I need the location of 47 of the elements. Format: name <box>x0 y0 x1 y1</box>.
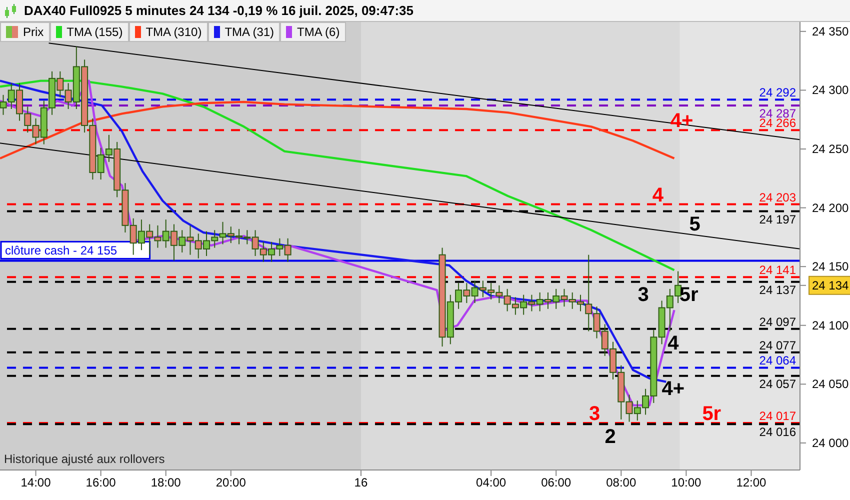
legend-label: Prix <box>23 25 44 39</box>
annotation: 5r <box>702 402 722 425</box>
legend-label: TMA (31) <box>224 25 274 39</box>
legend-label: TMA (6) <box>297 25 340 39</box>
annotation: 5r <box>679 284 699 306</box>
legend-label: TMA (310) <box>146 25 202 39</box>
y-tick-label: 24 250 <box>812 142 850 156</box>
x-tick-label: 20:00 <box>216 476 246 490</box>
x-tick-label: 06:00 <box>541 476 572 490</box>
x-tick-label: 08:00 <box>606 476 636 490</box>
chart-title: DAX40 Full0925 5 minutes 24 134 -0,19 % 16 juil. 2025, 09:47:35 <box>24 3 414 18</box>
annotation: 3 <box>638 284 649 306</box>
y-tick-label: 24 050 <box>812 377 850 392</box>
annotation: 3 <box>589 402 600 425</box>
x-tick-label: 18:00 <box>150 476 182 490</box>
annotation: 4 <box>652 184 664 206</box>
y-tick-label: 24 000 <box>812 436 850 450</box>
annotation: 4 <box>668 332 680 354</box>
x-tick-label: 14:00 <box>20 476 52 490</box>
y-tick-label: 24 150 <box>812 260 850 274</box>
x-tick-label: 16:00 <box>86 476 116 490</box>
annotation: 2 <box>604 426 616 448</box>
x-tick-label: 04:00 <box>476 476 506 490</box>
ref-line-label: 24 141 <box>759 263 796 278</box>
ref-line-label: 24 064 <box>759 354 796 368</box>
annotation: Historique ajusté aux rollovers <box>4 452 165 466</box>
y-tick-label: 24 200 <box>812 200 850 215</box>
legend-label: TMA (155) <box>66 25 123 39</box>
annotation: 4+ <box>662 378 685 400</box>
annotation: 5 <box>689 213 700 236</box>
ref-line-label: 24 077 <box>759 338 796 352</box>
ref-line-label: 24 057 <box>759 376 796 391</box>
ref-line-label: 24 197 <box>759 212 796 226</box>
ref-line-label: 24 017 <box>759 408 796 423</box>
ref-line-label: clôture cash - 24 155 <box>5 244 118 258</box>
ref-line-label: 24 016 <box>759 425 796 440</box>
y-tick-label: 24 300 <box>812 83 850 98</box>
ref-line-label: 24 137 <box>759 282 796 297</box>
ref-line-label: 24 097 <box>759 314 796 329</box>
y-tick-label: 24 134 <box>812 278 850 292</box>
y-tick-label: 24 100 <box>812 318 850 332</box>
x-tick-label: 16 <box>354 476 368 490</box>
x-tick-label: 12:00 <box>736 476 767 490</box>
y-tick-label: 24 350 <box>812 24 850 38</box>
ref-line-label: 24 292 <box>759 86 796 100</box>
ref-line-label: 24 203 <box>759 190 796 204</box>
x-tick-label: 10:00 <box>671 476 702 490</box>
